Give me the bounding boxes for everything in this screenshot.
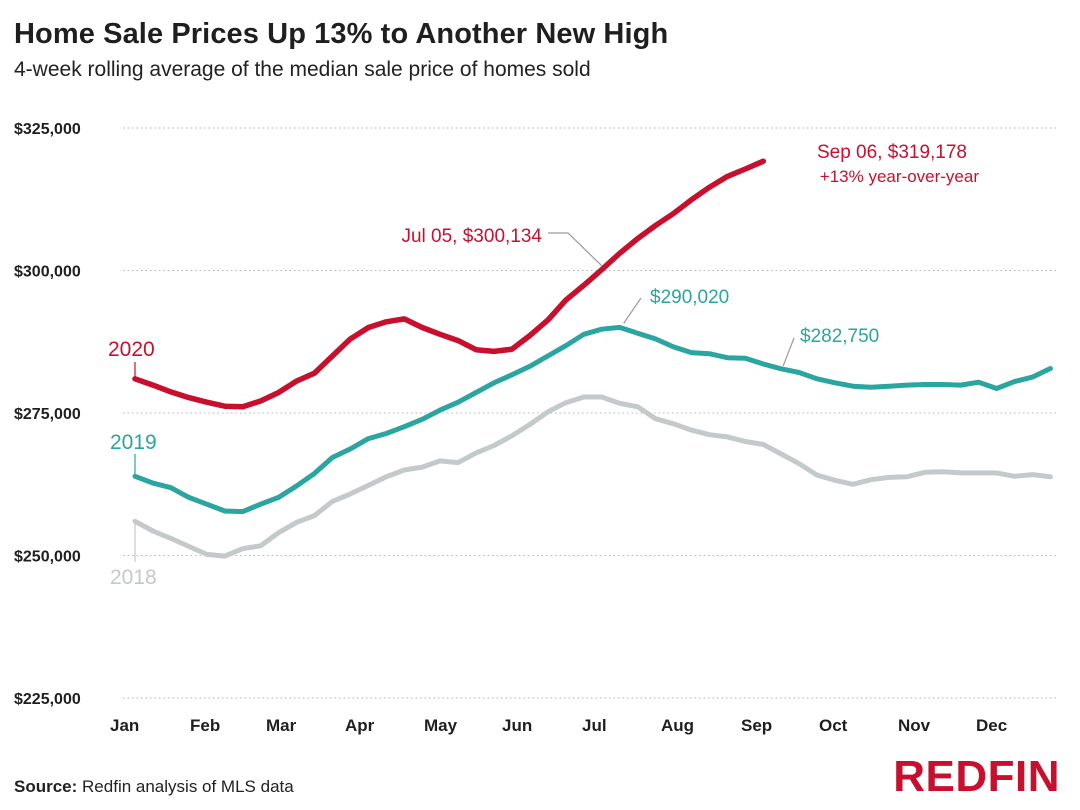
annotation-leader bbox=[782, 337, 795, 367]
annotation-leader bbox=[623, 297, 642, 324]
source-label: Source: bbox=[14, 777, 78, 796]
x-tick-label: Nov bbox=[898, 716, 931, 735]
y-tick-label: $325,000 bbox=[14, 121, 81, 138]
x-tick-label: Jan bbox=[110, 716, 139, 735]
x-tick-label: Dec bbox=[976, 716, 1007, 735]
x-tick-label: Jun bbox=[502, 716, 532, 735]
redfin-logo: REDFIN bbox=[893, 752, 1060, 801]
y-tick-label: $275,000 bbox=[14, 406, 81, 423]
series-label-2019: 2019 bbox=[110, 431, 157, 454]
annotation-leader bbox=[548, 232, 603, 267]
annotation-label: $282,750 bbox=[800, 326, 879, 347]
x-tick-label: Feb bbox=[190, 716, 220, 735]
source-note: Source: Redfin analysis of MLS data bbox=[14, 777, 294, 797]
annotation-label: Sep 06, $319,178 bbox=[817, 142, 967, 163]
x-tick-label: Jul bbox=[582, 716, 607, 735]
x-tick-label: Oct bbox=[819, 716, 848, 735]
x-tick-label: May bbox=[424, 716, 458, 735]
x-tick-label: Sep bbox=[741, 716, 772, 735]
x-tick-label: Apr bbox=[345, 716, 375, 735]
y-tick-label: $225,000 bbox=[14, 691, 81, 708]
chart-title: Home Sale Prices Up 13% to Another New H… bbox=[14, 18, 669, 50]
annotation-subtext: +13% year-over-year bbox=[820, 167, 980, 186]
y-tick-label: $250,000 bbox=[14, 549, 81, 566]
series-label-2018: 2018 bbox=[110, 566, 157, 589]
series-line-2019 bbox=[132, 324, 1053, 515]
y-tick-label: $300,000 bbox=[14, 264, 81, 281]
x-tick-label: Aug bbox=[661, 716, 694, 735]
series-line-2018 bbox=[132, 394, 1053, 559]
x-tick-label: Mar bbox=[266, 716, 297, 735]
source-text: Redfin analysis of MLS data bbox=[82, 777, 294, 796]
series-label-2020: 2020 bbox=[108, 338, 155, 361]
chart-subtitle: 4-week rolling average of the median sal… bbox=[14, 58, 591, 81]
series-line-2020 bbox=[132, 158, 767, 410]
annotation-label: Jul 05, $300,134 bbox=[401, 226, 542, 247]
annotation-label: $290,020 bbox=[650, 287, 729, 308]
